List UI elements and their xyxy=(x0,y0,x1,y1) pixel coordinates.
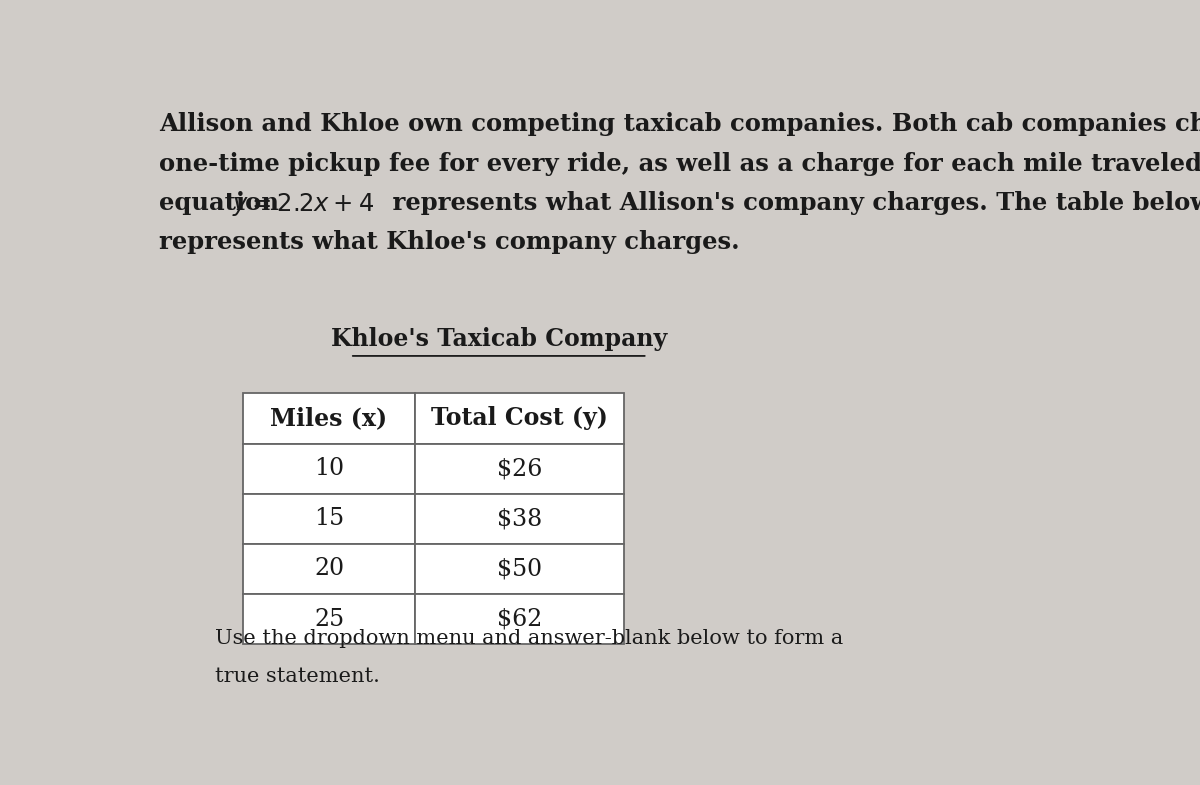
Text: $62: $62 xyxy=(497,608,542,630)
Text: Miles (x): Miles (x) xyxy=(270,407,388,430)
Text: 25: 25 xyxy=(314,608,344,630)
Bar xyxy=(242,444,415,494)
Text: Total Cost (y): Total Cost (y) xyxy=(431,407,608,430)
Text: represents what Khloe's company charges.: represents what Khloe's company charges. xyxy=(160,230,740,254)
Text: equation: equation xyxy=(160,191,288,215)
Bar xyxy=(242,544,415,594)
Text: $50: $50 xyxy=(497,557,542,580)
Bar xyxy=(415,544,624,594)
Text: 10: 10 xyxy=(314,457,344,480)
Text: $y = 2.2x + 4$: $y = 2.2x + 4$ xyxy=(232,191,374,218)
Text: Allison and Khloe own competing taxicab companies. Both cab companies charge a: Allison and Khloe own competing taxicab … xyxy=(160,112,1200,137)
Text: one-time pickup fee for every ride, as well as a charge for each mile traveled. : one-time pickup fee for every ride, as w… xyxy=(160,152,1200,176)
Bar xyxy=(415,444,624,494)
Bar xyxy=(242,393,415,444)
Text: $26: $26 xyxy=(497,457,542,480)
Text: Use the dropdown menu and answer-blank below to form a: Use the dropdown menu and answer-blank b… xyxy=(215,629,844,648)
Text: 20: 20 xyxy=(314,557,344,580)
Bar xyxy=(242,594,415,644)
Text: represents what Allison's company charges. The table below: represents what Allison's company charge… xyxy=(384,191,1200,215)
Bar xyxy=(415,594,624,644)
Text: 15: 15 xyxy=(314,507,344,531)
Text: Khloe's Taxicab Company: Khloe's Taxicab Company xyxy=(331,327,667,351)
Text: $38: $38 xyxy=(497,507,542,531)
Text: true statement.: true statement. xyxy=(215,666,380,685)
Bar xyxy=(242,494,415,544)
Bar xyxy=(415,494,624,544)
Bar xyxy=(415,393,624,444)
